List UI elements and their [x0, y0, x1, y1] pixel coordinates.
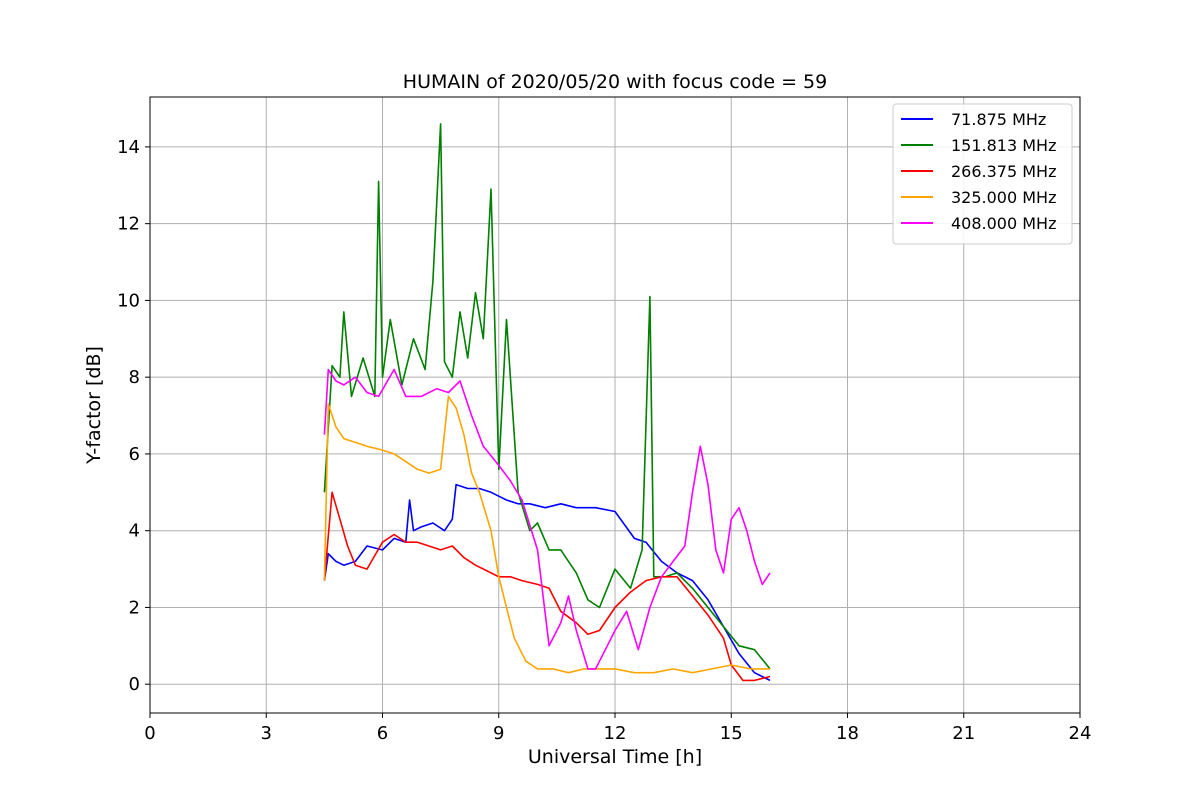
x-axis: 0 3 6 9 12 15 18 21 24	[144, 713, 1091, 744]
y-tick-label: 12	[117, 214, 140, 235]
y-tick-label: 4	[129, 521, 140, 542]
legend-label: 266.375 MHz	[951, 162, 1056, 181]
y-tick-label: 14	[117, 137, 140, 158]
series-line-3	[323, 491, 771, 682]
x-tick-label: 15	[720, 723, 743, 744]
y-axis-label: Y-factor [dB]	[83, 346, 105, 465]
x-tick-label: 0	[144, 723, 155, 744]
legend-label: 71.875 MHz	[951, 110, 1046, 129]
legend-box	[892, 103, 1073, 245]
legend-label: 408.000 MHz	[951, 214, 1056, 233]
chart-title: HUMAIN of 2020/05/20 with focus code = 5…	[403, 71, 827, 93]
legend-label: 325.000 MHz	[951, 188, 1056, 207]
series-layer	[323, 123, 771, 682]
x-tick-label: 12	[604, 723, 627, 744]
series-line-4	[323, 395, 770, 674]
x-tick-label: 3	[261, 723, 272, 744]
legend-label: 151.813 MHz	[951, 136, 1056, 155]
series-line-5	[323, 368, 771, 670]
x-tick-label: 21	[952, 723, 975, 744]
x-axis-label: Universal Time [h]	[528, 746, 702, 768]
series-line-1	[323, 483, 771, 682]
y-tick-label: 8	[129, 367, 140, 388]
x-tick-label: 6	[377, 723, 388, 744]
y-axis: 0 2 4 6 8 10 12 14	[117, 137, 150, 695]
x-tick-label: 24	[1069, 723, 1092, 744]
y-tick-label: 2	[129, 597, 140, 618]
y-tick-label: 0	[129, 674, 140, 695]
x-tick-label: 18	[836, 723, 859, 744]
legend: 71.875 MHz 151.813 MHz 266.375 MHz 325.000 …	[892, 103, 1073, 245]
y-tick-label: 10	[117, 290, 140, 311]
y-tick-label: 6	[129, 444, 140, 465]
x-tick-label: 9	[493, 723, 504, 744]
